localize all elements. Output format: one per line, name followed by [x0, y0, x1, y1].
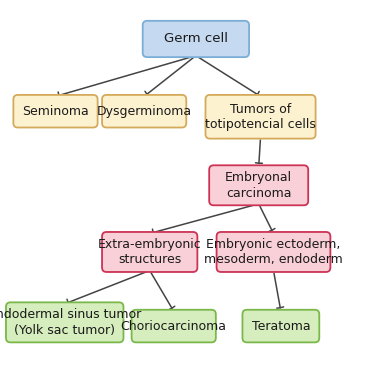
Text: Endodermal sinus tumor
(Yolk sac tumor): Endodermal sinus tumor (Yolk sac tumor) — [0, 308, 141, 336]
FancyBboxPatch shape — [216, 232, 330, 272]
Text: Embryonic ectoderm,
mesoderm, endoderm: Embryonic ectoderm, mesoderm, endoderm — [204, 238, 343, 266]
FancyBboxPatch shape — [209, 165, 308, 205]
FancyBboxPatch shape — [132, 310, 216, 342]
FancyBboxPatch shape — [205, 95, 316, 139]
Text: Extra-embryonic
structures: Extra-embryonic structures — [98, 238, 202, 266]
Text: Teratoma: Teratoma — [251, 319, 310, 333]
FancyBboxPatch shape — [242, 310, 319, 342]
FancyBboxPatch shape — [102, 232, 198, 272]
Text: Germ cell: Germ cell — [164, 33, 228, 45]
Text: Dysgerminoma: Dysgerminoma — [97, 105, 192, 118]
Text: Embryonal
carcinoma: Embryonal carcinoma — [225, 171, 292, 200]
Text: Seminoma: Seminoma — [22, 105, 89, 118]
Text: Tumors of
totipotencial cells: Tumors of totipotencial cells — [205, 102, 316, 131]
FancyBboxPatch shape — [13, 95, 98, 127]
FancyBboxPatch shape — [102, 95, 186, 127]
FancyBboxPatch shape — [6, 302, 124, 342]
FancyBboxPatch shape — [143, 21, 249, 57]
Text: Choriocarcinoma: Choriocarcinoma — [121, 319, 227, 333]
